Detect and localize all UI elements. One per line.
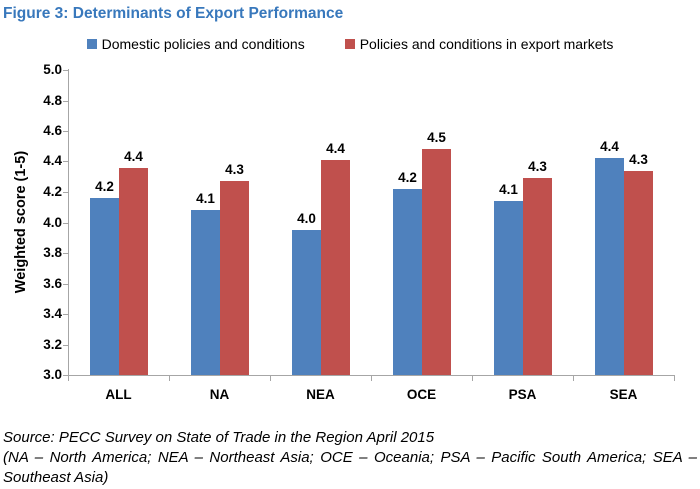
y-tick-label: 5.0 bbox=[43, 62, 62, 77]
x-category-label-nea: NEA bbox=[306, 387, 335, 402]
y-tick-label: 4.6 bbox=[43, 123, 62, 138]
x-axis-tick bbox=[68, 376, 69, 381]
bar-psa-series0 bbox=[494, 201, 523, 375]
y-tick-label: 4.8 bbox=[43, 93, 62, 108]
footnote-abbreviations-line-2: Southeast Asia) bbox=[3, 469, 109, 486]
bar-value-label: 4.1 bbox=[499, 182, 518, 197]
y-axis-tick bbox=[63, 314, 68, 315]
legend-label-domestic-policies: Domestic policies and conditions bbox=[101, 36, 305, 52]
x-axis-tick bbox=[169, 376, 170, 381]
bar-psa-series1 bbox=[523, 178, 552, 375]
bar-sea-series1 bbox=[624, 171, 653, 375]
bar-oce-series1 bbox=[422, 149, 451, 375]
bar-na-series1 bbox=[220, 181, 249, 375]
y-tick-label: 3.0 bbox=[43, 367, 62, 382]
x-axis-tick bbox=[371, 376, 372, 381]
y-axis-tick bbox=[63, 223, 68, 224]
x-axis-tick bbox=[573, 376, 574, 381]
plot-area: 5.0 4.8 4.6 4.4 4.2 4.0 3.8 3.6 3.4 3.2 3.0 ALL 4.2 4… bbox=[43, 62, 675, 402]
bar-value-label: 4.4 bbox=[124, 149, 143, 164]
x-axis-line bbox=[68, 375, 675, 376]
y-tick-label: 3.4 bbox=[43, 306, 62, 321]
bar-all-series0 bbox=[90, 198, 119, 375]
legend-item-domestic-policies: Domestic policies and conditions bbox=[86, 36, 305, 52]
bar-all-series1 bbox=[119, 168, 148, 375]
bar-value-label: 4.3 bbox=[629, 152, 648, 167]
bar-nea-series0 bbox=[292, 230, 321, 375]
x-category-label-na: NA bbox=[209, 387, 230, 402]
y-axis-tick bbox=[63, 161, 68, 162]
bar-oce-series0 bbox=[393, 189, 422, 375]
bar-value-label: 4.3 bbox=[528, 159, 547, 174]
bar-value-label: 4.5 bbox=[427, 130, 446, 145]
y-axis-tick bbox=[63, 375, 68, 376]
bar-value-label: 4.1 bbox=[196, 191, 215, 206]
footnote: Source: PECC Survey on State of Trade in… bbox=[3, 428, 697, 488]
x-category-label-all: ALL bbox=[105, 387, 132, 402]
y-tick-label: 3.6 bbox=[43, 276, 62, 291]
bar-nea-series1 bbox=[321, 160, 350, 375]
y-axis-tick bbox=[63, 345, 68, 346]
bar-value-label: 4.0 bbox=[297, 211, 316, 226]
x-axis-tick bbox=[270, 376, 271, 381]
x-axis-tick bbox=[674, 376, 675, 381]
y-axis-tick bbox=[63, 253, 68, 254]
y-tick-label: 4.2 bbox=[43, 184, 62, 199]
bar-value-label: 4.4 bbox=[600, 139, 619, 154]
bar-sea-series0 bbox=[595, 158, 624, 375]
legend-swatch-red-icon bbox=[344, 39, 355, 49]
y-axis-tick bbox=[63, 70, 68, 71]
bar-value-label: 4.2 bbox=[95, 179, 114, 194]
y-axis-line bbox=[68, 69, 69, 376]
footnote-abbreviations-line: (NA – North America; NEA – Northeast Asi… bbox=[3, 449, 697, 466]
bar-value-label: 4.3 bbox=[225, 162, 244, 177]
x-category-label-psa: PSA bbox=[508, 387, 537, 402]
y-axis-tick bbox=[63, 101, 68, 102]
bar-value-label: 4.2 bbox=[398, 170, 417, 185]
x-axis-tick bbox=[472, 376, 473, 381]
x-category-label-sea: SEA bbox=[609, 387, 638, 402]
chart-legend: Domestic policies and conditions Policie… bbox=[0, 36, 700, 52]
y-axis-tick bbox=[63, 131, 68, 132]
legend-swatch-blue-icon bbox=[86, 39, 97, 49]
y-axis-tick bbox=[63, 284, 68, 285]
y-tick-label: 4.0 bbox=[43, 215, 62, 230]
y-tick-label: 3.2 bbox=[43, 337, 62, 352]
bar-na-series0 bbox=[191, 210, 220, 375]
legend-label-export-markets: Policies and conditions in export market… bbox=[359, 36, 614, 52]
y-tick-label: 4.4 bbox=[43, 153, 62, 168]
y-tick-label: 3.8 bbox=[43, 245, 62, 260]
figure-title: Figure 3: Determinants of Export Perform… bbox=[3, 5, 344, 22]
y-axis-tick bbox=[63, 192, 68, 193]
x-category-label-oce: OCE bbox=[406, 387, 437, 402]
footnote-source-line: Source: PECC Survey on State of Trade in… bbox=[3, 429, 435, 446]
legend-item-export-markets: Policies and conditions in export market… bbox=[344, 36, 614, 52]
bar-value-label: 4.4 bbox=[326, 141, 345, 156]
